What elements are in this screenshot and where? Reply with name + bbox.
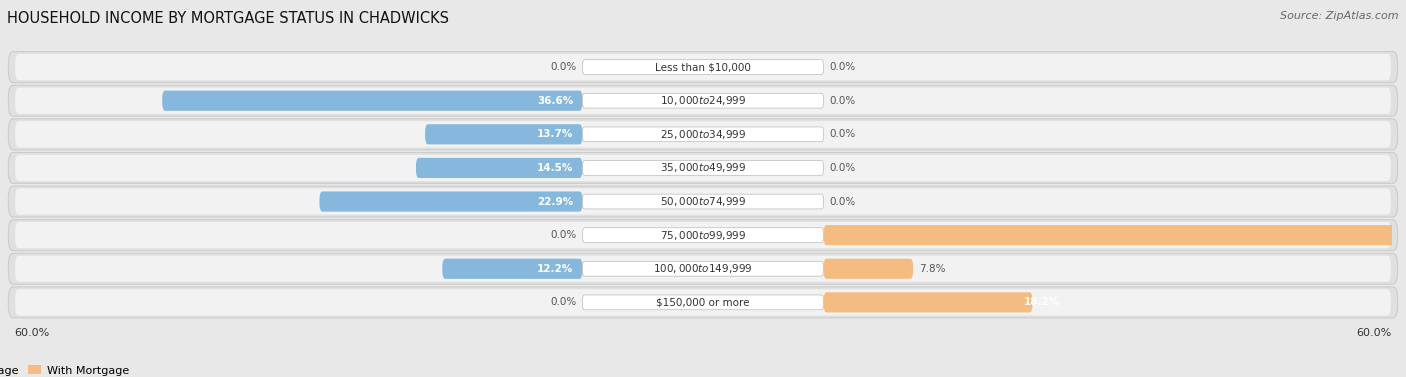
- Text: 13.7%: 13.7%: [537, 129, 574, 139]
- FancyBboxPatch shape: [582, 60, 824, 75]
- FancyBboxPatch shape: [8, 52, 1398, 83]
- FancyBboxPatch shape: [824, 292, 1032, 313]
- Text: 60.0%: 60.0%: [1357, 328, 1392, 338]
- Text: 22.9%: 22.9%: [537, 196, 574, 207]
- Text: $100,000 to $149,999: $100,000 to $149,999: [654, 262, 752, 275]
- Text: 0.0%: 0.0%: [830, 129, 856, 139]
- Text: Less than $10,000: Less than $10,000: [655, 62, 751, 72]
- Text: 0.0%: 0.0%: [830, 96, 856, 106]
- FancyBboxPatch shape: [582, 194, 824, 209]
- FancyBboxPatch shape: [15, 87, 1391, 114]
- FancyBboxPatch shape: [8, 253, 1398, 284]
- Text: 60.0%: 60.0%: [14, 328, 49, 338]
- FancyBboxPatch shape: [582, 228, 824, 242]
- Text: $75,000 to $99,999: $75,000 to $99,999: [659, 228, 747, 242]
- Text: 0.0%: 0.0%: [830, 163, 856, 173]
- FancyBboxPatch shape: [824, 225, 1406, 245]
- FancyBboxPatch shape: [8, 85, 1398, 116]
- Text: 0.0%: 0.0%: [830, 196, 856, 207]
- FancyBboxPatch shape: [582, 161, 824, 175]
- Text: $50,000 to $74,999: $50,000 to $74,999: [659, 195, 747, 208]
- FancyBboxPatch shape: [8, 119, 1398, 150]
- Text: 36.6%: 36.6%: [537, 96, 574, 106]
- FancyBboxPatch shape: [15, 289, 1391, 316]
- Text: HOUSEHOLD INCOME BY MORTGAGE STATUS IN CHADWICKS: HOUSEHOLD INCOME BY MORTGAGE STATUS IN C…: [7, 11, 449, 26]
- FancyBboxPatch shape: [824, 259, 912, 279]
- FancyBboxPatch shape: [8, 287, 1398, 318]
- FancyBboxPatch shape: [582, 93, 824, 108]
- FancyBboxPatch shape: [15, 256, 1391, 282]
- Legend: Without Mortgage, With Mortgage: Without Mortgage, With Mortgage: [0, 361, 134, 377]
- Text: 0.0%: 0.0%: [830, 62, 856, 72]
- Text: 12.2%: 12.2%: [537, 264, 574, 274]
- FancyBboxPatch shape: [15, 155, 1391, 181]
- FancyBboxPatch shape: [15, 121, 1391, 147]
- FancyBboxPatch shape: [15, 222, 1391, 248]
- Text: 0.0%: 0.0%: [550, 297, 576, 307]
- FancyBboxPatch shape: [15, 188, 1391, 215]
- Text: 0.0%: 0.0%: [550, 62, 576, 72]
- FancyBboxPatch shape: [319, 192, 582, 211]
- FancyBboxPatch shape: [443, 259, 582, 279]
- Text: $35,000 to $49,999: $35,000 to $49,999: [659, 161, 747, 175]
- Text: 18.2%: 18.2%: [1024, 297, 1060, 307]
- FancyBboxPatch shape: [582, 261, 824, 276]
- Text: $150,000 or more: $150,000 or more: [657, 297, 749, 307]
- Text: 7.8%: 7.8%: [920, 264, 945, 274]
- Text: 0.0%: 0.0%: [550, 230, 576, 240]
- Text: 14.5%: 14.5%: [537, 163, 574, 173]
- FancyBboxPatch shape: [8, 186, 1398, 217]
- Text: Source: ZipAtlas.com: Source: ZipAtlas.com: [1281, 11, 1399, 21]
- FancyBboxPatch shape: [416, 158, 582, 178]
- FancyBboxPatch shape: [8, 220, 1398, 251]
- FancyBboxPatch shape: [425, 124, 582, 144]
- FancyBboxPatch shape: [162, 90, 582, 111]
- Text: $10,000 to $24,999: $10,000 to $24,999: [659, 94, 747, 107]
- FancyBboxPatch shape: [582, 295, 824, 310]
- FancyBboxPatch shape: [8, 152, 1398, 183]
- FancyBboxPatch shape: [15, 54, 1391, 80]
- FancyBboxPatch shape: [582, 127, 824, 142]
- Text: $25,000 to $34,999: $25,000 to $34,999: [659, 128, 747, 141]
